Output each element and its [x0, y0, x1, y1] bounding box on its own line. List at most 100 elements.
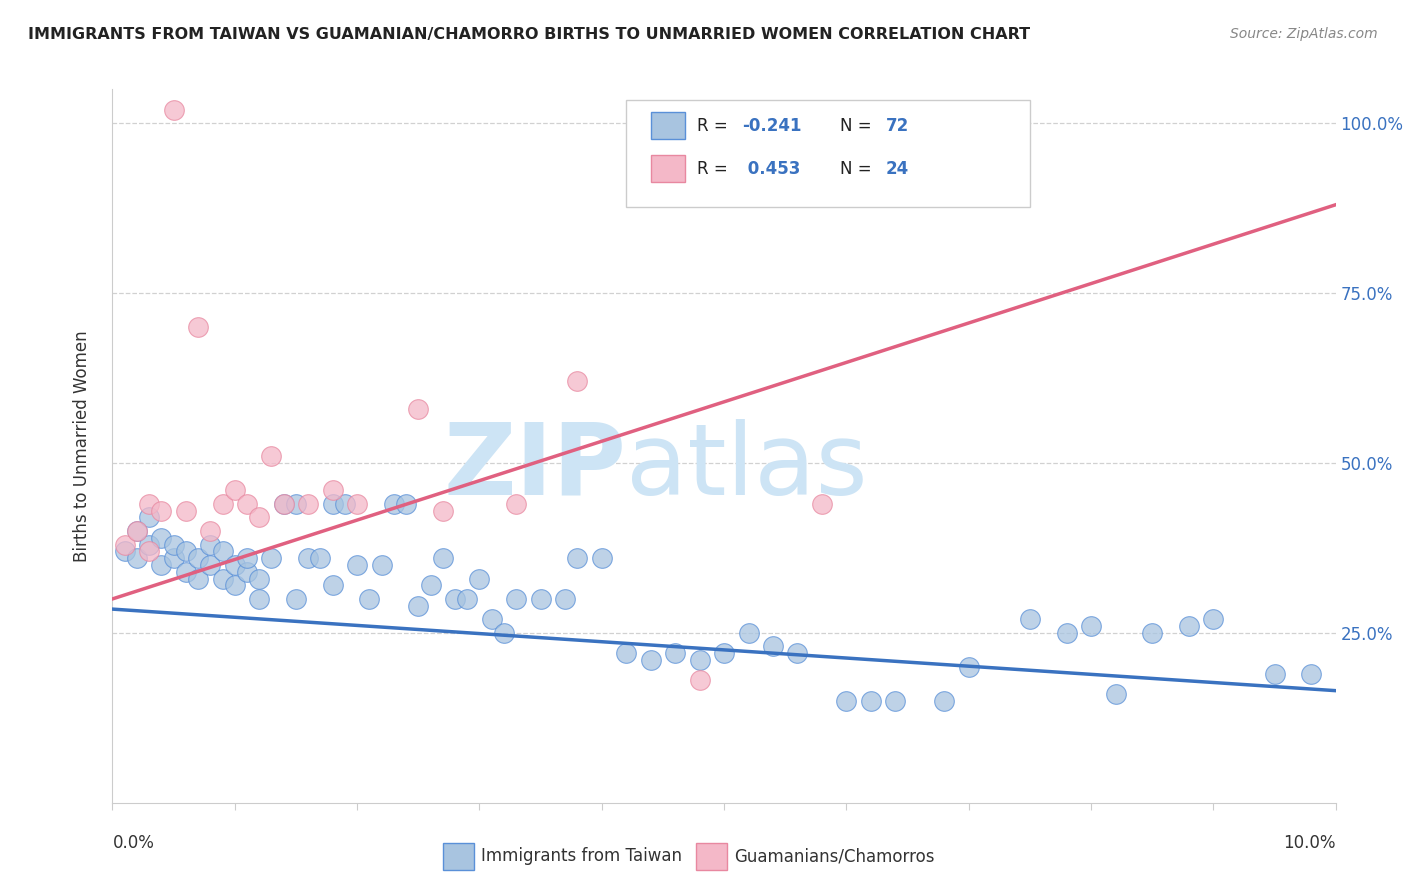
Point: [247, 510, 270, 524]
Point: [395, 497, 418, 511]
Point: [150, 531, 173, 545]
Point: [811, 497, 834, 511]
Point: [408, 599, 430, 613]
Point: [273, 497, 295, 511]
Text: IMMIGRANTS FROM TAIWAN VS GUAMANIAN/CHAMORRO BIRTHS TO UNMARRIED WOMEN CORRELATI: IMMIGRANTS FROM TAIWAN VS GUAMANIAN/CHAM…: [28, 27, 1031, 42]
Text: R =: R =: [697, 118, 733, 136]
Point: [284, 497, 308, 511]
Point: [1142, 626, 1164, 640]
Point: [614, 646, 637, 660]
Point: [297, 551, 319, 566]
Point: [211, 497, 233, 511]
Text: ZIP: ZIP: [443, 419, 626, 516]
Point: [174, 565, 197, 579]
Point: [200, 558, 222, 572]
Point: [138, 510, 160, 524]
Point: [505, 591, 527, 606]
Point: [382, 497, 405, 511]
Point: [125, 524, 148, 538]
Point: [664, 646, 686, 660]
Point: [333, 497, 356, 511]
Point: [114, 544, 136, 558]
Point: [174, 544, 197, 558]
Point: [591, 551, 613, 566]
Point: [322, 578, 344, 592]
Text: 0.0%: 0.0%: [112, 834, 155, 852]
Point: [370, 558, 392, 572]
Point: [138, 537, 160, 551]
Point: [432, 503, 454, 517]
Text: Source: ZipAtlas.com: Source: ZipAtlas.com: [1230, 27, 1378, 41]
Point: [114, 537, 136, 551]
Point: [224, 578, 246, 592]
Text: 10.0%: 10.0%: [1284, 834, 1336, 852]
Point: [236, 551, 259, 566]
Point: [505, 497, 527, 511]
Point: [236, 497, 259, 511]
Point: [224, 483, 246, 498]
Point: [934, 694, 956, 708]
Point: [247, 572, 270, 586]
Point: [187, 320, 209, 334]
Point: [1018, 612, 1040, 626]
Point: [762, 640, 785, 654]
Point: [444, 591, 467, 606]
Point: [408, 401, 430, 416]
Point: [260, 449, 283, 463]
Point: [150, 558, 173, 572]
Point: [859, 694, 882, 708]
Point: [1056, 626, 1078, 640]
FancyBboxPatch shape: [651, 155, 685, 182]
Text: Immigrants from Taiwan: Immigrants from Taiwan: [481, 847, 682, 865]
Point: [884, 694, 907, 708]
Text: N =: N =: [841, 118, 877, 136]
Point: [138, 497, 160, 511]
Point: [322, 497, 344, 511]
Point: [567, 551, 589, 566]
Point: [1178, 619, 1201, 633]
Point: [468, 572, 491, 586]
Point: [713, 646, 735, 660]
Point: [737, 626, 759, 640]
Point: [247, 591, 270, 606]
Point: [224, 558, 246, 572]
Point: [236, 565, 259, 579]
Point: [346, 497, 368, 511]
Point: [1264, 666, 1286, 681]
Text: N =: N =: [841, 161, 877, 178]
Point: [346, 558, 368, 572]
Point: [456, 591, 478, 606]
Point: [554, 591, 576, 606]
Point: [297, 497, 319, 511]
Point: [284, 591, 308, 606]
Point: [187, 572, 209, 586]
FancyBboxPatch shape: [626, 100, 1029, 207]
Point: [359, 591, 381, 606]
Point: [1080, 619, 1102, 633]
Text: atlas: atlas: [626, 419, 868, 516]
Point: [150, 503, 173, 517]
Point: [174, 503, 197, 517]
Point: [492, 626, 515, 640]
Point: [1104, 687, 1126, 701]
Text: 72: 72: [886, 118, 908, 136]
Point: [125, 524, 148, 538]
Point: [567, 375, 589, 389]
Point: [200, 524, 222, 538]
Point: [211, 572, 233, 586]
Point: [211, 544, 233, 558]
Point: [1202, 612, 1225, 626]
Text: R =: R =: [697, 161, 733, 178]
Point: [481, 612, 503, 626]
FancyBboxPatch shape: [651, 112, 685, 139]
Point: [273, 497, 295, 511]
Point: [689, 653, 711, 667]
Point: [1301, 666, 1323, 681]
Point: [786, 646, 808, 660]
Text: -0.241: -0.241: [742, 118, 801, 136]
Text: Guamanians/Chamorros: Guamanians/Chamorros: [734, 847, 935, 865]
Point: [432, 551, 454, 566]
Point: [640, 653, 662, 667]
Point: [530, 591, 553, 606]
Point: [957, 660, 980, 674]
